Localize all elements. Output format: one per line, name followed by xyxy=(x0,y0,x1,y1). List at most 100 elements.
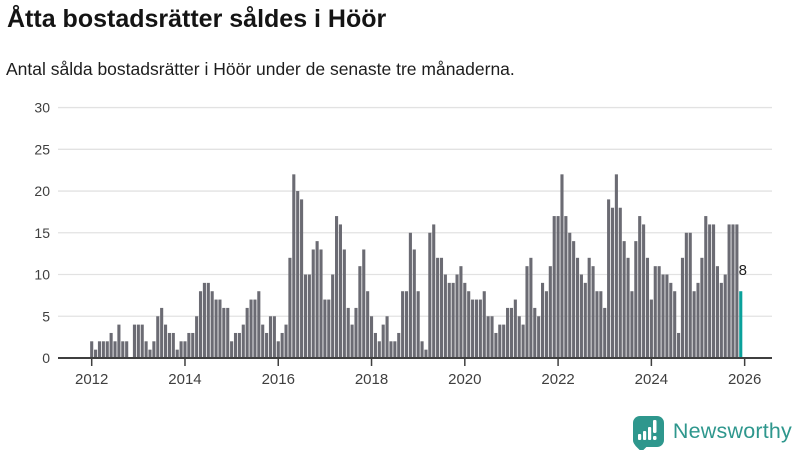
bar xyxy=(226,307,230,358)
bar xyxy=(712,224,716,358)
bar xyxy=(97,341,102,358)
bar xyxy=(125,341,129,358)
bar xyxy=(389,341,393,358)
bar xyxy=(257,291,261,358)
bar xyxy=(284,324,288,358)
bar-chart-bubble-icon xyxy=(637,419,657,440)
bar xyxy=(354,307,358,358)
bar xyxy=(451,282,455,358)
y-tick-label: 25 xyxy=(34,141,50,157)
bar xyxy=(268,316,273,358)
bar xyxy=(595,291,599,358)
bar xyxy=(502,324,506,358)
x-tick-label: 2016 xyxy=(262,371,295,388)
bar xyxy=(680,257,685,358)
bar xyxy=(657,266,661,358)
bar xyxy=(210,291,214,358)
bar xyxy=(618,207,622,358)
bar xyxy=(167,332,171,358)
bar xyxy=(506,307,510,358)
bar xyxy=(90,341,94,358)
bar xyxy=(552,216,556,358)
bar xyxy=(408,232,412,358)
bar xyxy=(575,257,580,358)
bar xyxy=(202,282,206,358)
bar xyxy=(265,332,269,358)
bar xyxy=(350,324,354,358)
bar xyxy=(719,282,723,358)
bar xyxy=(517,316,521,358)
bar xyxy=(432,224,436,358)
bar xyxy=(171,332,175,358)
bar xyxy=(529,257,533,358)
bar xyxy=(482,291,486,358)
bar xyxy=(599,291,603,358)
bar xyxy=(474,299,479,358)
bar xyxy=(723,274,727,358)
bar xyxy=(144,341,148,358)
bar xyxy=(179,341,183,358)
bar xyxy=(447,282,451,358)
bar xyxy=(401,291,405,358)
bar xyxy=(315,241,319,358)
highlighted-bar xyxy=(739,291,743,358)
bar xyxy=(237,332,241,358)
bar xyxy=(140,324,144,358)
bar xyxy=(300,199,304,358)
bar xyxy=(381,324,385,358)
bar xyxy=(311,249,315,358)
y-tick-label: 20 xyxy=(34,183,50,199)
bar xyxy=(335,216,339,358)
bar xyxy=(525,266,529,358)
newsworthy-logo[interactable]: Newsworthy xyxy=(632,413,792,449)
bar xyxy=(692,291,696,358)
bar xyxy=(175,349,179,358)
bar xyxy=(187,332,191,358)
bar xyxy=(373,332,377,358)
bar xyxy=(109,332,113,358)
bar xyxy=(164,324,168,358)
bar xyxy=(494,332,498,358)
bar xyxy=(509,307,513,358)
bar xyxy=(358,266,362,358)
bar xyxy=(191,332,195,358)
bar xyxy=(556,216,560,358)
bar xyxy=(156,316,160,358)
bar xyxy=(94,349,98,358)
bar xyxy=(634,241,638,358)
bar xyxy=(245,307,249,358)
bar xyxy=(533,307,537,358)
bar xyxy=(688,232,692,358)
bar xyxy=(471,299,475,358)
bar xyxy=(572,241,576,358)
bar xyxy=(443,274,447,358)
bar xyxy=(614,174,618,358)
bar xyxy=(638,216,642,358)
y-tick-label: 0 xyxy=(42,350,50,366)
bar xyxy=(412,249,416,358)
bar xyxy=(362,249,366,358)
y-tick-label: 30 xyxy=(34,100,50,116)
bar xyxy=(121,341,125,358)
bar xyxy=(377,341,381,358)
bar xyxy=(603,307,607,358)
bar xyxy=(319,249,323,358)
bar xyxy=(626,257,630,358)
bar xyxy=(261,324,265,358)
bar xyxy=(397,332,401,358)
bar xyxy=(564,216,568,358)
bar xyxy=(160,307,164,358)
bar xyxy=(630,291,634,358)
bar xyxy=(117,324,121,358)
bar xyxy=(113,341,117,358)
bar xyxy=(490,316,494,358)
newsworthy-logo-icon xyxy=(632,415,664,447)
bar xyxy=(152,341,156,358)
bar xyxy=(296,191,300,358)
bar xyxy=(537,316,541,358)
bar xyxy=(653,266,657,358)
bar xyxy=(303,274,308,358)
bar xyxy=(704,216,708,358)
bar xyxy=(222,307,226,358)
